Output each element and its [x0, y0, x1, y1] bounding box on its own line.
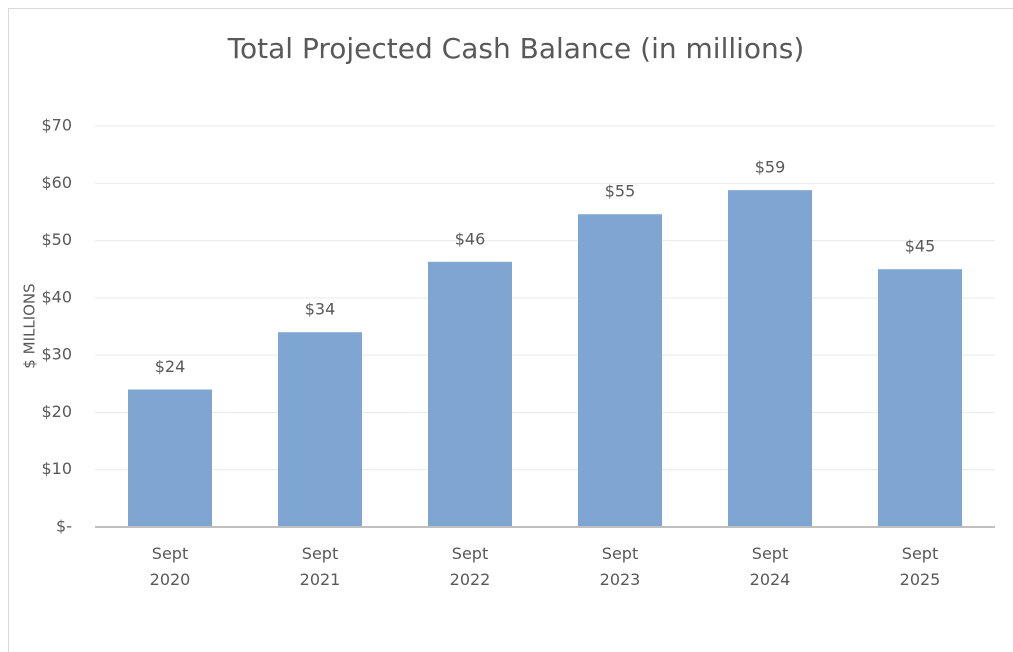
x-tick-label: Sept 2025 [899, 544, 941, 589]
bar [128, 389, 212, 527]
y-tick-label: $30 [41, 345, 72, 364]
x-tick-label: Sept 2024 [749, 544, 791, 589]
x-tick-label: Sept 2023 [599, 544, 641, 589]
y-tick-label: $70 [41, 116, 72, 135]
y-tick-label: $- [56, 517, 72, 536]
bar [278, 332, 362, 527]
bar [578, 214, 662, 527]
x-tick-label: Sept 2021 [299, 544, 341, 589]
y-tick-label: $40 [41, 287, 72, 306]
y-tick-label: $10 [41, 459, 72, 478]
y-axis-label: $ MILLIONS [21, 283, 39, 368]
value-label: $45 [905, 237, 936, 256]
value-label: $24 [155, 357, 186, 376]
bar [728, 190, 812, 527]
y-tick-label: $60 [41, 173, 72, 192]
chart-border [8, 8, 1013, 652]
value-label: $46 [455, 229, 486, 248]
value-label: $55 [605, 182, 636, 201]
bar [428, 261, 512, 527]
y-tick-label: $20 [41, 402, 72, 421]
y-tick-label: $50 [41, 230, 72, 249]
bar [878, 269, 962, 527]
value-label: $34 [305, 300, 336, 319]
value-label: $59 [755, 158, 786, 177]
chart-title: Total Projected Cash Balance (in million… [227, 32, 805, 65]
x-tick-label: Sept 2020 [149, 544, 191, 589]
x-tick-label: Sept 2022 [449, 544, 491, 589]
